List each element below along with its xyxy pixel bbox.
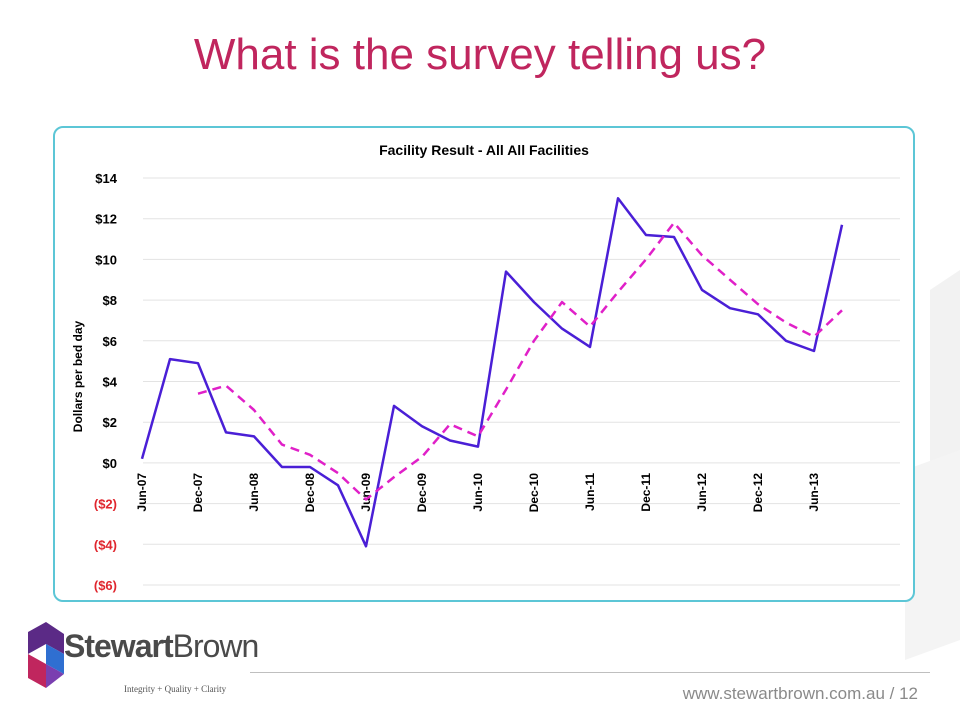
series-line-solid	[140, 197, 844, 548]
x-tick-label: Jun-09	[359, 473, 373, 512]
stewartbrown-logo: StewartBrown Integrity + Quality + Clari…	[24, 620, 259, 700]
y-tick-label: $2	[103, 415, 117, 430]
slide-title: What is the survey telling us?	[193, 30, 767, 79]
x-tick-label: Jun-10	[471, 473, 485, 512]
logo-name-bold: Stewart	[64, 628, 174, 664]
y-tick-label: $0	[103, 456, 117, 471]
y-tick-label: $4	[103, 375, 118, 390]
footer-divider	[250, 672, 930, 673]
footer-url[interactable]: www.stewartbrown.com.au	[682, 684, 885, 703]
footer: www.stewartbrown.com.au / 12	[682, 684, 918, 703]
logo-mark-icon	[28, 622, 64, 688]
y-tick-label: $10	[95, 252, 117, 267]
x-tick-label: Jun-12	[695, 473, 709, 512]
page-number: 12	[899, 684, 918, 703]
y-tick-label: $14	[95, 171, 117, 186]
logo-tagline: Integrity + Quality + Clarity	[124, 684, 227, 694]
x-tick-label: Jun-07	[135, 473, 149, 512]
x-tick-label: Dec-10	[527, 473, 541, 513]
y-tick-label: ($4)	[94, 537, 117, 552]
line-chart: Facility Result - All All Facilities $14 $…	[71, 142, 900, 593]
y-tick-label: ($6)	[94, 578, 117, 593]
x-tick-label: Dec-09	[415, 473, 429, 513]
y-tick-label: $12	[95, 212, 117, 227]
x-tick-label: Jun-08	[247, 473, 261, 512]
x-tick-label: Dec-08	[303, 473, 317, 513]
x-tick-label: Dec-07	[191, 473, 205, 513]
x-tick-label: Jun-11	[583, 473, 597, 511]
y-axis-label: Dollars per bed day	[71, 320, 85, 432]
logo-name-light: Brown	[172, 628, 260, 664]
x-tick-label: Dec-12	[751, 473, 765, 513]
y-tick-label: $6	[103, 334, 117, 349]
logo-wordmark: StewartBrown	[64, 628, 260, 665]
y-tick-label: ($2)	[94, 497, 117, 512]
x-tick-label: Dec-11	[639, 473, 653, 512]
series-line-dashed	[197, 221, 843, 501]
chart-title: Facility Result - All All Facilities	[379, 142, 589, 158]
chart-frame: Facility Result - All All Facilities $14 $…	[53, 126, 915, 602]
y-tick-label: $8	[103, 293, 117, 308]
x-tick-label: Jun-13	[807, 473, 821, 512]
